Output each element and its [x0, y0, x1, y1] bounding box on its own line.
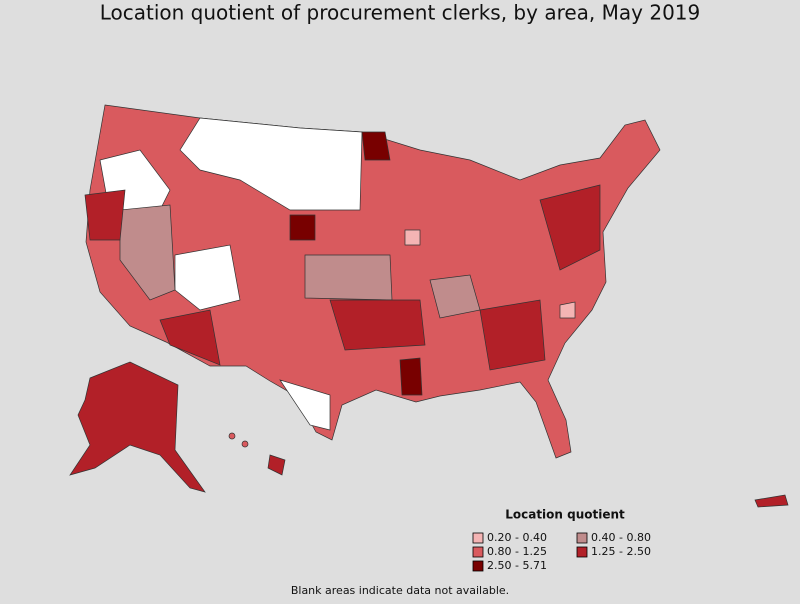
legend-swatch [472, 560, 484, 572]
region-fill [399, 357, 423, 396]
hawaii [267, 454, 286, 476]
region-fill [289, 214, 316, 241]
region-fill [159, 309, 221, 366]
region-fill [84, 189, 126, 241]
legend-label: 2.50 - 5.71 [487, 559, 547, 572]
hawaii-island [228, 432, 236, 440]
legend-label: 0.80 - 1.25 [487, 545, 547, 558]
hawaii-island [241, 440, 249, 448]
region-fill [304, 254, 393, 301]
region-fill [539, 184, 601, 271]
region-fill [329, 299, 426, 351]
region-fill [404, 229, 421, 246]
legend-label: 0.40 - 0.80 [591, 531, 651, 544]
region-fill [119, 204, 176, 301]
region-fill [361, 131, 391, 161]
title: Location quotient of procurement clerks,… [100, 1, 701, 25]
legend-swatch [576, 546, 588, 558]
footnote: Blank areas indicate data not available. [291, 584, 509, 597]
legend-title: Location quotient [505, 508, 625, 522]
legend-swatch [472, 532, 484, 544]
alaska [69, 361, 206, 493]
region-fill [559, 301, 576, 319]
legend-label: 1.25 - 2.50 [591, 545, 651, 558]
region-fill [479, 299, 546, 371]
no-data-area [179, 117, 363, 211]
puerto-rico [754, 494, 789, 508]
no-data-area [279, 379, 331, 431]
legend-label: 0.20 - 0.40 [487, 531, 547, 544]
legend: 0.20 - 0.40 0.40 - 0.80 0.80 - 1.25 1.25 - … [472, 531, 651, 572]
legend-swatch [472, 546, 484, 558]
legend-swatch [576, 532, 588, 544]
